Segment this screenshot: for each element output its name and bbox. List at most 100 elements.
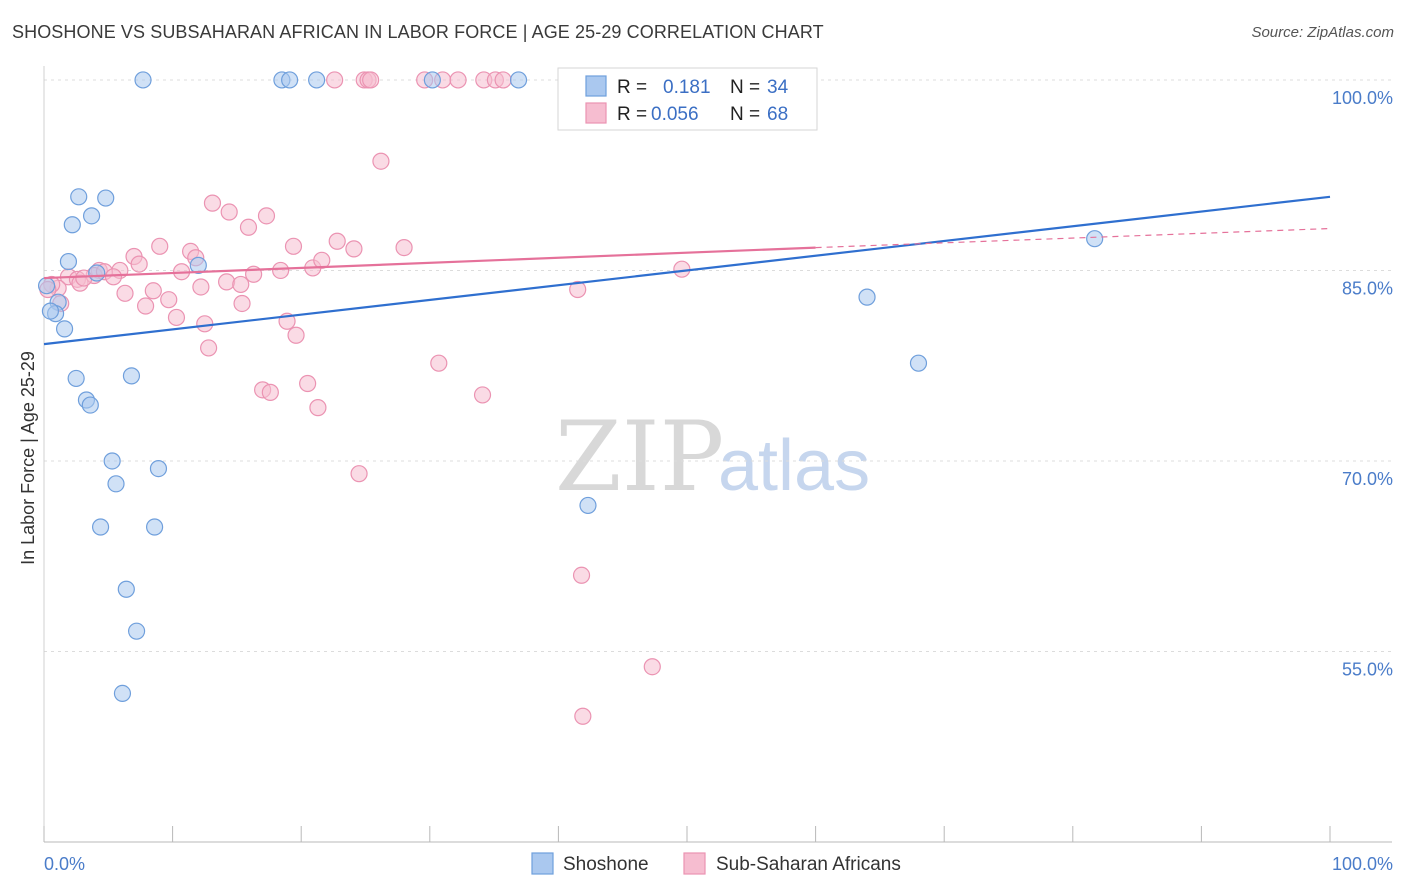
bottom-legend-swatch-shoshone <box>531 852 554 875</box>
shoshone-point-20 <box>81 396 99 414</box>
trendlines <box>43 195 1331 346</box>
shoshone-point-6 <box>70 188 88 206</box>
shoshone-point-18 <box>122 367 141 385</box>
african-point-3 <box>362 71 380 89</box>
shoshone-point-3 <box>308 71 326 89</box>
african-point-13 <box>220 203 238 221</box>
shoshone-point-24 <box>91 518 110 536</box>
african-point-67 <box>574 707 592 725</box>
legend-r-label-shoshone: R = <box>617 77 647 98</box>
shoshone-point-31 <box>909 354 928 372</box>
legend-n-label-shoshone: N = <box>730 77 760 98</box>
shoshone-point-8 <box>63 216 81 234</box>
african-point-60 <box>309 399 327 417</box>
shoshone-point-10 <box>59 252 78 271</box>
african-point-64 <box>350 465 368 483</box>
shoshone-point-21 <box>103 452 121 470</box>
y-tick-label-55: 55.0% <box>1342 659 1393 679</box>
african-point-43 <box>116 284 134 302</box>
shoshone-point-13 <box>37 277 56 295</box>
bottom-legend-label-african: Sub-Saharan Africans <box>716 854 901 875</box>
watermark-zip-text: ZIP <box>555 401 724 513</box>
african-point-9 <box>494 71 512 89</box>
shoshone-point-0 <box>134 71 152 89</box>
shoshone-point-23 <box>149 459 168 478</box>
shoshone-point-22 <box>107 475 125 493</box>
shoshone-point-12 <box>189 256 207 274</box>
trendline-african-extension <box>815 227 1331 249</box>
shoshone-point-25 <box>145 518 164 536</box>
source-label: Source: ZipAtlas.com <box>1251 24 1394 41</box>
shoshone-point-26 <box>117 580 135 598</box>
african-point-45 <box>160 291 178 309</box>
shoshone-point-9 <box>82 207 101 225</box>
legend-swatch-african <box>585 102 607 124</box>
shoshone-point-33 <box>41 302 60 320</box>
legend-n-label-african: N = <box>730 104 760 125</box>
african-point-11 <box>372 152 390 170</box>
african-point-21 <box>395 238 413 257</box>
african-point-12 <box>203 194 222 212</box>
bottom-legend-label-shoshone: Shoshone <box>563 854 649 875</box>
gridlines <box>44 79 1392 652</box>
african-point-42 <box>104 268 123 286</box>
legend-r-label-african: R = <box>617 104 647 125</box>
african-point-66 <box>643 658 661 676</box>
y-tick-label-100: 100.0% <box>1332 88 1393 108</box>
y-axis-title: In Labor Force | Age 25-29 <box>18 351 38 565</box>
african-point-6 <box>449 71 467 89</box>
shoshone-point-5 <box>509 71 528 89</box>
watermark: ZIP atlas <box>555 401 870 513</box>
african-point-16 <box>328 232 346 250</box>
shoshone-point-28 <box>113 684 132 702</box>
shoshone-point-29 <box>579 496 597 515</box>
shoshone-point-32 <box>1086 230 1104 248</box>
african-point-46 <box>192 278 210 296</box>
legend-r-value-shoshone: 0.181 <box>663 77 711 98</box>
x-tick-label-max: 100.0% <box>1332 854 1393 874</box>
african-point-26 <box>313 251 331 269</box>
shoshone-point-7 <box>97 189 115 207</box>
african-point-17 <box>151 237 169 255</box>
african-point-44 <box>144 282 162 300</box>
series-legend: Shoshone Sub-Saharan Africans <box>531 852 901 875</box>
shoshone-point-30 <box>858 288 876 306</box>
african-point-62 <box>569 280 587 299</box>
shoshone-point-4 <box>423 71 441 89</box>
african-point-59 <box>299 374 317 393</box>
shoshone-point-11 <box>88 264 106 282</box>
african-point-0 <box>326 71 344 89</box>
stats-legend: R = 0.181 N = 34 R = 0.056 N = 68 <box>557 67 818 131</box>
series-sub-saharan-africans <box>39 71 814 725</box>
chart-title: SHOSHONE VS SUBSAHARAN AFRICAN IN LABOR … <box>12 22 824 42</box>
african-point-35 <box>218 273 236 291</box>
legend-swatch-shoshone <box>585 75 607 97</box>
african-point-36 <box>232 275 250 294</box>
y-tick-labels: 100.0% 85.0% 70.0% 55.0% <box>1332 88 1393 680</box>
african-point-19 <box>284 237 303 255</box>
legend-n-value-shoshone: 34 <box>767 77 789 98</box>
bottom-legend-swatch-african <box>683 852 706 875</box>
african-point-34 <box>272 261 290 280</box>
series-shoshone <box>37 71 1104 702</box>
african-point-54 <box>287 326 305 344</box>
trendline-shoshone <box>43 195 1331 346</box>
african-point-50 <box>167 308 186 327</box>
watermark-atlas-text: atlas <box>718 426 870 506</box>
shoshone-point-17 <box>67 369 85 388</box>
african-point-56 <box>430 354 448 372</box>
african-point-14 <box>257 207 276 225</box>
african-point-49 <box>136 297 155 315</box>
african-point-52 <box>196 315 214 333</box>
african-point-58 <box>261 383 279 401</box>
african-point-63 <box>673 260 691 278</box>
african-point-25 <box>130 255 148 273</box>
x-tick-label-min: 0.0% <box>44 854 85 874</box>
axes <box>43 66 1392 843</box>
african-point-55 <box>200 339 218 357</box>
african-point-61 <box>473 386 492 404</box>
african-point-51 <box>233 294 251 313</box>
shoshone-point-16 <box>55 320 74 338</box>
shoshone-point-27 <box>127 622 146 640</box>
african-point-15 <box>239 218 258 236</box>
